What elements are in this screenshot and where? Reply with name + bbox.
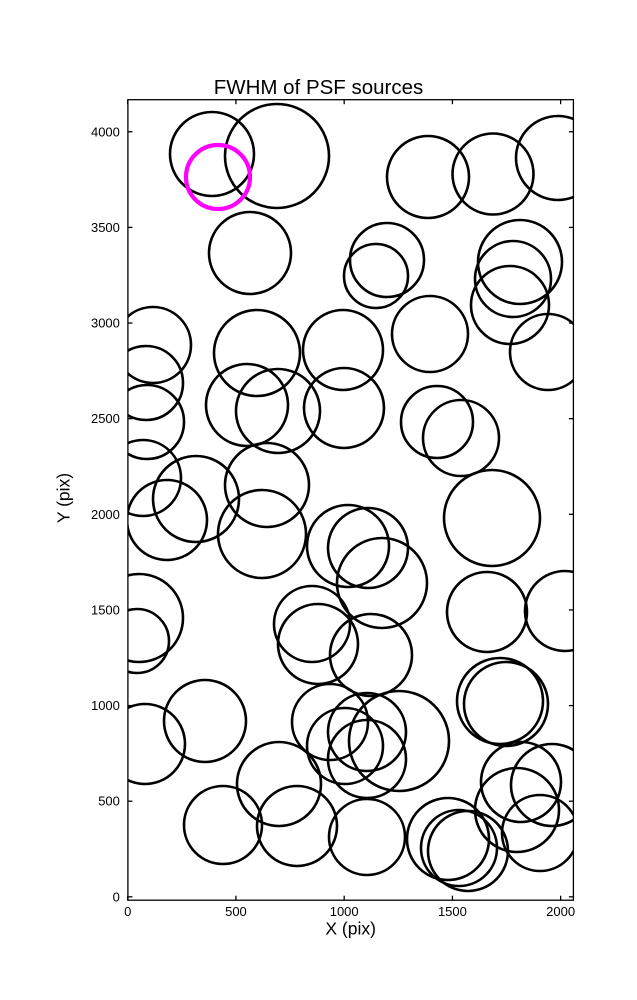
svg-text:4000: 4000 bbox=[91, 124, 120, 139]
svg-text:3500: 3500 bbox=[91, 220, 120, 235]
svg-text:2000: 2000 bbox=[91, 507, 120, 522]
svg-text:2000: 2000 bbox=[546, 904, 575, 919]
svg-text:1000: 1000 bbox=[91, 698, 120, 713]
svg-text:0: 0 bbox=[124, 904, 131, 919]
svg-text:500: 500 bbox=[225, 904, 247, 919]
svg-text:500: 500 bbox=[98, 794, 120, 809]
svg-text:3000: 3000 bbox=[91, 316, 120, 331]
svg-text:1500: 1500 bbox=[91, 602, 120, 617]
svg-text:1000: 1000 bbox=[330, 904, 359, 919]
svg-text:2500: 2500 bbox=[91, 411, 120, 426]
svg-text:1500: 1500 bbox=[438, 904, 467, 919]
svg-text:0: 0 bbox=[113, 889, 120, 904]
